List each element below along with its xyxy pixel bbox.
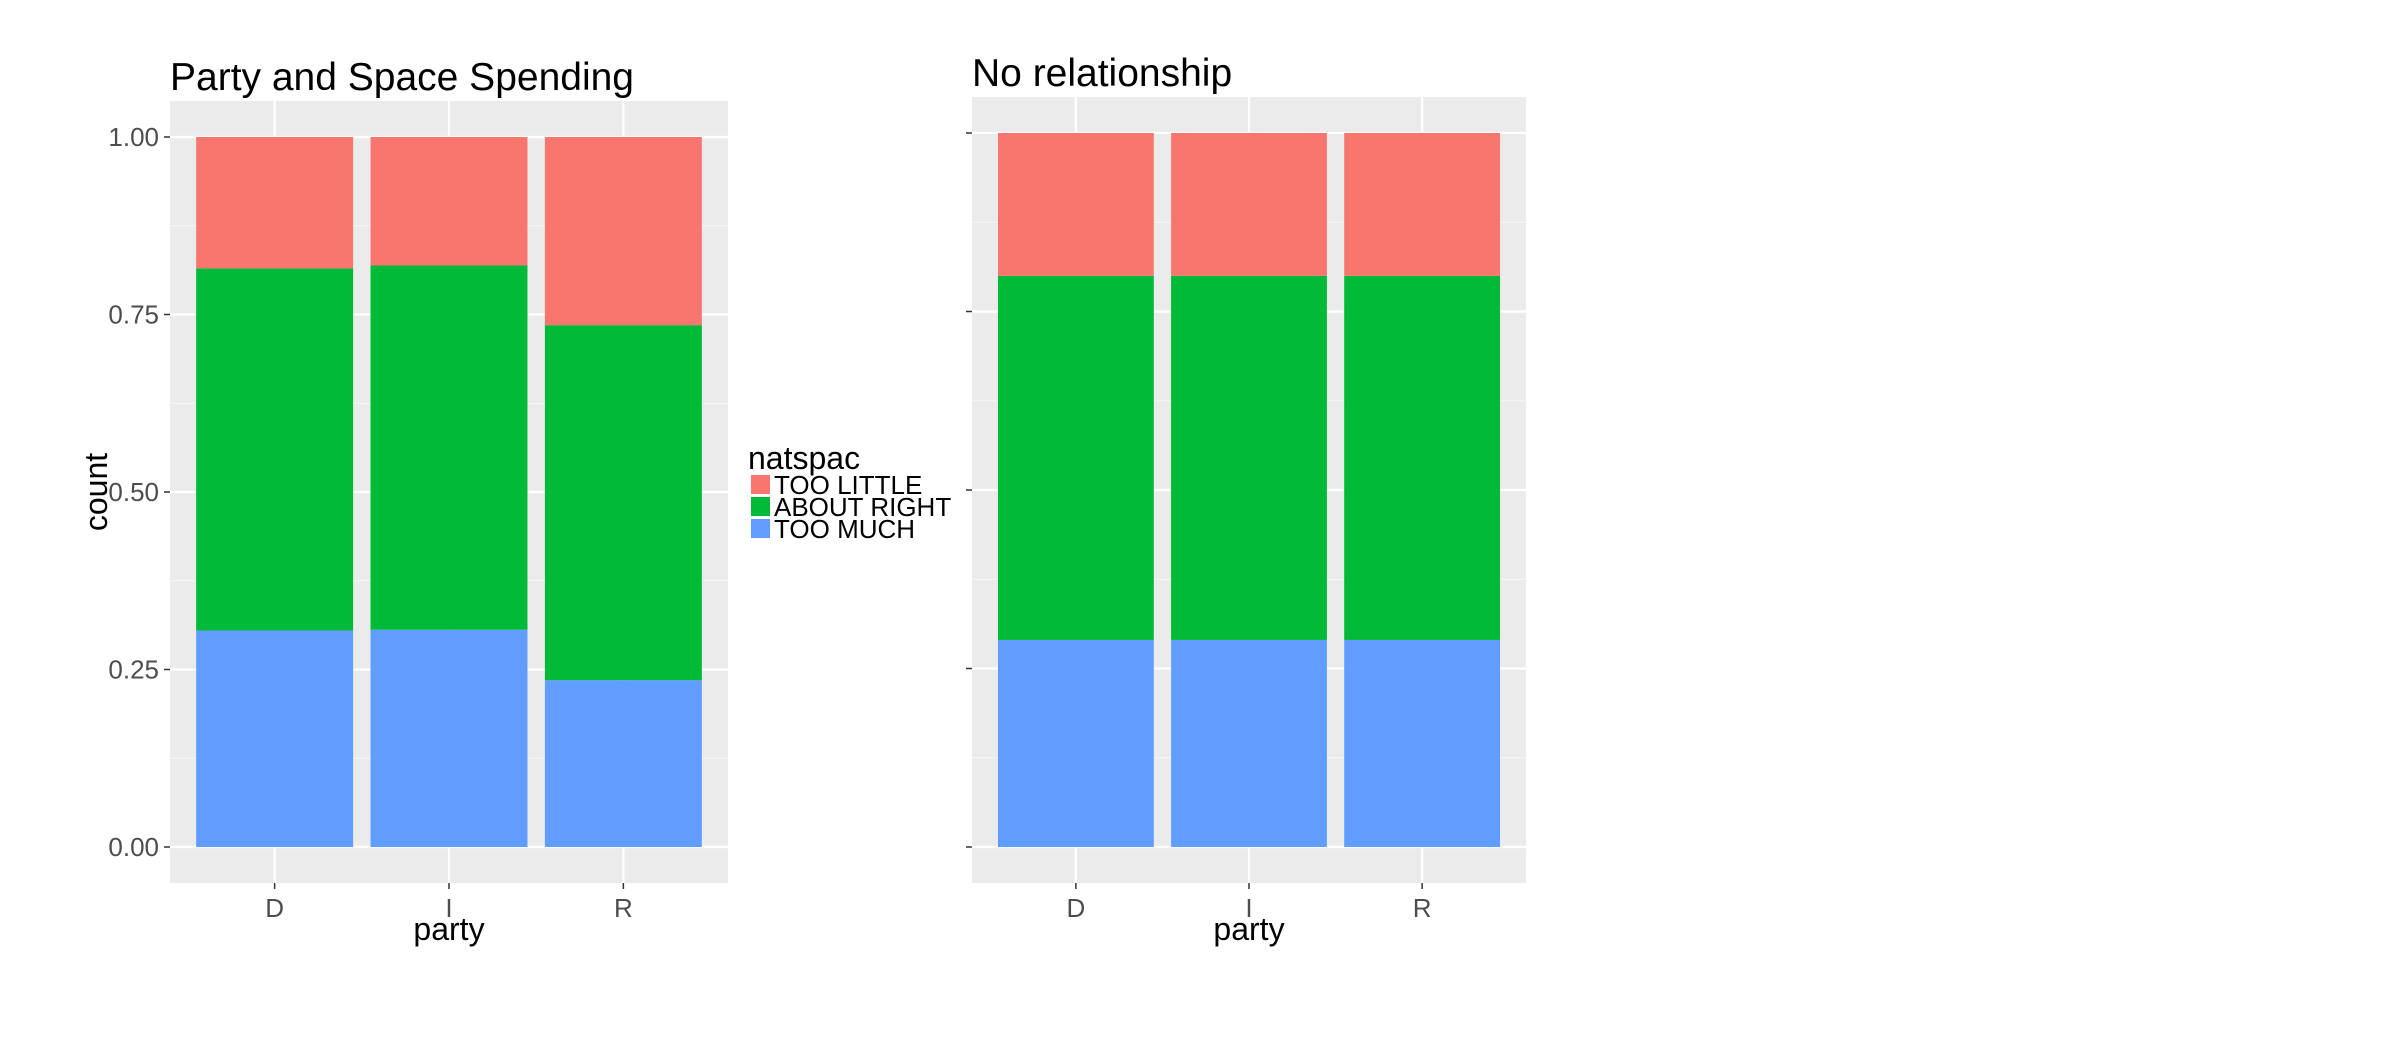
chart-title: No relationship: [972, 52, 1232, 95]
y-tick-label: 0.50: [108, 477, 159, 507]
bar-r-too-little: [1344, 133, 1501, 276]
bar-d-about-right: [997, 275, 1154, 640]
y-tick-label: 0.00: [108, 832, 159, 862]
x-tick-label-d: D: [1066, 893, 1085, 923]
chart-panel-no-relationship: No relationship D I R party: [966, 52, 1526, 947]
bar-i-about-right: [1171, 275, 1327, 640]
legend-key-too-little: [751, 475, 770, 494]
legend-key-too-much: [751, 519, 770, 538]
bar-d-too-little: [196, 137, 354, 269]
bar-d-too-little: [997, 133, 1154, 276]
legend: natspac TOO LITTLE ABOUT RIGHT TOO MUCH: [748, 440, 951, 544]
legend-label-too-much: TOO MUCH: [774, 514, 915, 544]
bar-i-too-little: [1171, 133, 1327, 276]
legend-key-about-right: [751, 497, 770, 516]
legend-title: natspac: [748, 440, 860, 476]
bar-r-about-right: [544, 325, 702, 681]
y-axis-title: count: [78, 453, 114, 531]
bar-d-about-right: [196, 268, 354, 631]
bar-i-about-right: [370, 265, 528, 630]
x-axis-title: party: [1213, 911, 1284, 947]
bar-i-too-much: [370, 629, 528, 847]
bar-d-too-much: [196, 630, 354, 847]
legend-label-too-little: TOO LITTLE: [774, 470, 922, 500]
x-tick-label-d: D: [265, 893, 284, 923]
y-tick-label: 1.00: [108, 122, 159, 152]
bar-r-too-little: [544, 137, 702, 326]
bar-i-too-little: [370, 137, 528, 266]
x-axis-title: party: [413, 911, 484, 947]
chart-title: Party and Space Spending: [170, 56, 634, 99]
x-tick-label-r: R: [1413, 893, 1432, 923]
bar-r-about-right: [1344, 275, 1501, 640]
x-tick-label-r: R: [614, 893, 633, 923]
y-axis-ticks: 0.00 0.25 0.50 0.75 1.00: [108, 122, 170, 862]
bar-r-too-much: [544, 680, 702, 847]
bar-r-too-much: [1344, 639, 1501, 847]
bar-group: [997, 133, 1501, 847]
y-tick-label: 0.25: [108, 655, 159, 685]
bar-d-too-much: [997, 639, 1154, 847]
x-tick-label-i: I: [1245, 893, 1252, 923]
bar-group: [196, 137, 702, 847]
y-axis-ticks: [966, 132, 972, 848]
x-tick-label-i: I: [445, 893, 452, 923]
bar-i-too-much: [1171, 639, 1327, 847]
legend-label-about-right: ABOUT RIGHT: [774, 492, 951, 522]
chart-panel-party-space-spending: Party and Space Spending 0.00 0.25 0.50 0.7…: [78, 56, 728, 947]
y-tick-label: 0.75: [108, 300, 159, 330]
